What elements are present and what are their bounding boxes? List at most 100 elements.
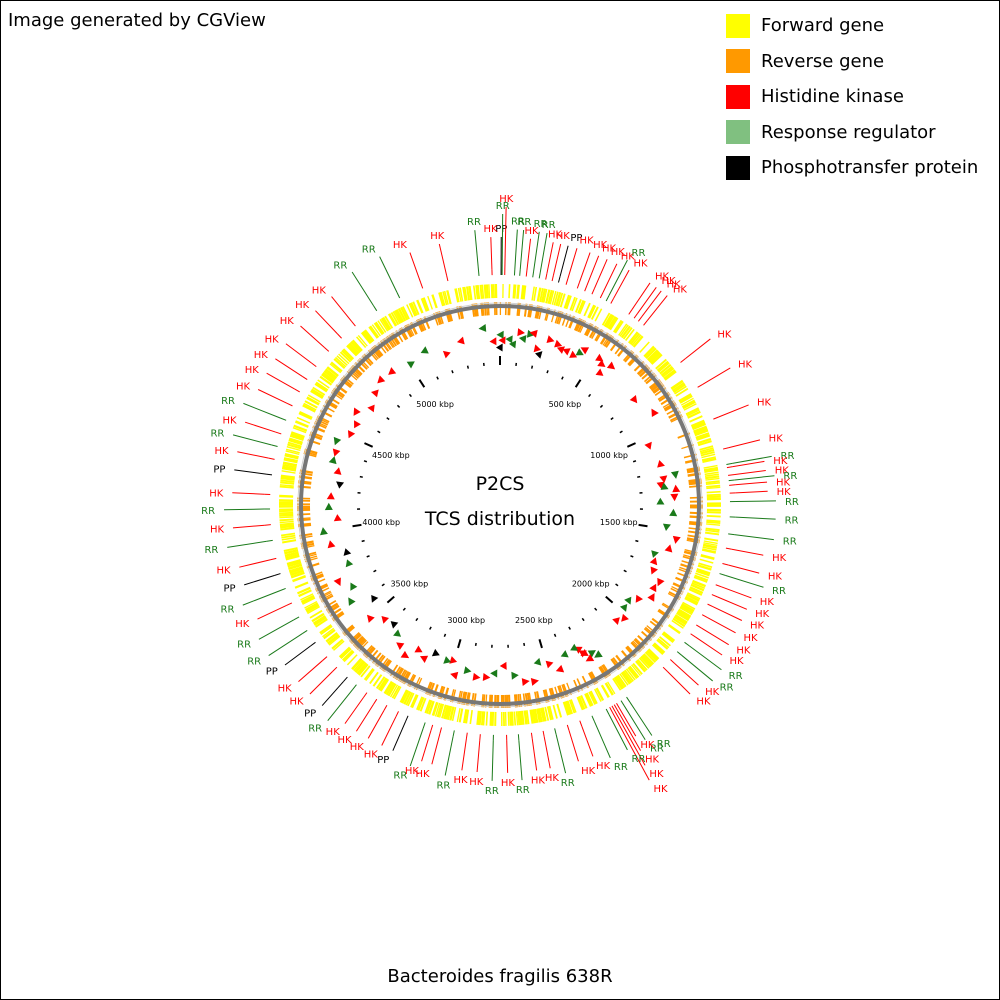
forward-gene-mark [488, 284, 491, 299]
forward-gene-mark [338, 353, 350, 365]
backbone-ring [297, 302, 703, 708]
callout-label-rr: RR [783, 471, 797, 482]
callout-leader [619, 708, 637, 737]
tcs-marker-rr [443, 656, 452, 664]
forward-gene-mark [705, 529, 720, 533]
forward-gene-mark [294, 581, 309, 589]
forward-gene-mark [407, 692, 415, 707]
forward-gene-mark [305, 603, 320, 613]
callout-label-rr: RR [204, 545, 218, 556]
callout-leader [539, 232, 548, 273]
forward-gene-mark [338, 646, 351, 658]
forward-gene-mark [515, 711, 519, 726]
forward-gene-mark [569, 296, 576, 311]
tcs-marker-rr [575, 348, 584, 356]
callout-label-rr: RR [729, 671, 743, 682]
callout-label-hk: HK [531, 775, 546, 786]
forward-gene-mark [705, 480, 720, 484]
forward-gene-mark [281, 470, 296, 474]
callout-tick [265, 473, 273, 476]
forward-gene-mark [600, 684, 610, 698]
organism-name: Bacteroides fragilis 638R [387, 966, 613, 987]
forward-gene-mark [686, 593, 700, 602]
forward-gene-mark [628, 665, 640, 678]
forward-gene-mark [489, 711, 493, 726]
forward-gene-mark [445, 705, 451, 720]
forward-gene-mark [658, 362, 670, 373]
callout-leader [733, 470, 766, 476]
tcs-marker-hk [333, 514, 342, 522]
callout-tick [311, 362, 317, 368]
forward-gene-mark [564, 700, 572, 715]
forward-gene-mark [533, 708, 539, 724]
forward-gene-mark [510, 711, 514, 726]
forward-gene-mark [362, 330, 373, 344]
callout-label-hk: HK [364, 750, 379, 761]
forward-gene-mark [372, 674, 383, 687]
callout-tick [616, 703, 620, 709]
forward-gene-mark [521, 710, 525, 725]
forward-gene-mark [447, 706, 453, 721]
ruler-minor-tick [466, 365, 470, 369]
forward-gene-mark [284, 452, 299, 459]
forward-gene-mark [702, 546, 717, 551]
tcs-marker-rr [478, 323, 487, 332]
forward-gene-mark [513, 284, 517, 299]
ruler-minor-tick [451, 370, 454, 374]
callout-leader [735, 481, 768, 486]
forward-gene-mark [482, 711, 486, 726]
callout-tick [722, 447, 730, 450]
callout-leader [552, 243, 562, 276]
forward-gene-mark [659, 636, 671, 647]
forward-gene-mark [699, 447, 714, 453]
forward-gene-mark [612, 319, 622, 333]
callout-tick [701, 614, 708, 618]
callout-leader [331, 296, 353, 322]
backbone-outline [297, 302, 703, 708]
forward-gene-mark [603, 313, 613, 328]
ruler-label: 5000 kbp [416, 400, 454, 409]
forward-gene-mark [342, 348, 355, 360]
callout-leader [674, 663, 699, 686]
forward-gene-mark [706, 490, 721, 494]
callout-leader [234, 469, 267, 475]
callout-tick [479, 734, 481, 741]
callout-leader [608, 259, 628, 296]
forward-gene-mark [509, 711, 513, 726]
callout-leader [712, 606, 743, 621]
forward-gene-mark [281, 534, 296, 539]
forward-gene-mark [374, 321, 385, 335]
forward-gene-mark [700, 451, 715, 457]
callout-leader [381, 716, 397, 746]
ruler-minor-tick [474, 642, 477, 647]
tcs-marker-hk [621, 613, 629, 622]
callout-leader [409, 728, 424, 767]
ruler-minor-tick [381, 583, 385, 587]
forward-gene-mark [371, 324, 381, 337]
callout-leader [734, 475, 775, 481]
callout-tick [680, 358, 686, 363]
forward-gene-mark [341, 349, 353, 362]
forward-gene-mark [304, 600, 318, 609]
callout-leader [315, 310, 338, 335]
callout-label-rr: RR [393, 771, 407, 782]
forward-gene-mark [462, 709, 468, 724]
forward-gene-mark [465, 709, 470, 724]
forward-gene-mark [311, 612, 325, 623]
callout-label-hk: HK [768, 571, 783, 582]
forward-gene-mark [703, 540, 718, 545]
forward-gene-mark [441, 704, 447, 719]
callout-leader [641, 290, 662, 317]
callout-tick [565, 278, 569, 285]
forward-gene-mark [416, 696, 423, 711]
callout-tick [545, 273, 548, 280]
forward-gene-mark [302, 404, 316, 413]
forward-gene-mark [408, 303, 416, 317]
ruler-minor-tick [623, 569, 627, 573]
forward-gene-mark [694, 574, 709, 582]
callout-tick [728, 474, 735, 476]
forward-gene-mark [670, 379, 684, 390]
forward-gene-mark [693, 427, 708, 435]
forward-gene-mark [377, 320, 387, 333]
forward-gene-mark [556, 703, 563, 718]
